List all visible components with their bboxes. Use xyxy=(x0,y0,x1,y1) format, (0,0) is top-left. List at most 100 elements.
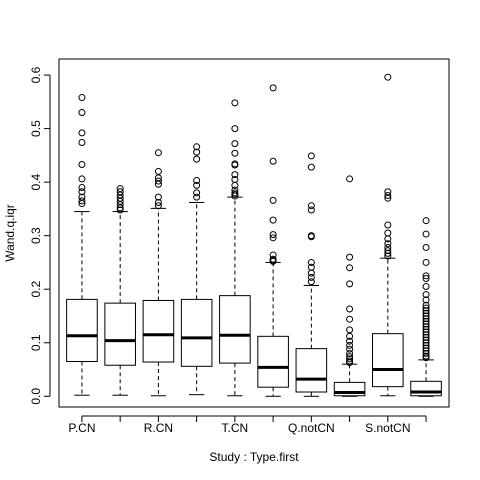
box-group-4 xyxy=(180,143,213,396)
outlier-point xyxy=(231,171,239,179)
outlier-point xyxy=(307,269,315,277)
outlier-point xyxy=(78,183,86,191)
outlier-point xyxy=(346,359,354,367)
outlier-point xyxy=(154,177,162,185)
outlier-point xyxy=(422,323,430,331)
iqr-box xyxy=(142,299,175,363)
iqr-box xyxy=(295,348,328,393)
box-group-10 xyxy=(410,217,442,397)
outlier-point xyxy=(193,193,201,201)
outlier-point xyxy=(422,344,430,352)
outlier-point xyxy=(78,139,86,147)
outlier-point xyxy=(269,257,277,265)
outlier-point xyxy=(78,200,86,208)
outlier-point xyxy=(78,160,86,168)
outlier-point xyxy=(346,305,354,313)
iqr-box xyxy=(104,302,136,366)
x-tick-label: S.notCN xyxy=(365,421,410,435)
outlier-point xyxy=(422,312,430,320)
y-tick-label: 0.5 xyxy=(29,120,43,137)
x-tick-label: P.CN xyxy=(68,421,95,435)
box-group-7 xyxy=(295,152,328,397)
outlier-point xyxy=(422,283,430,291)
y-tick-label: 0.0 xyxy=(29,388,43,405)
y-tick-label: 0.3 xyxy=(29,227,43,244)
iqr-box xyxy=(66,298,98,362)
outlier-point xyxy=(384,194,392,202)
iqr-box xyxy=(180,298,213,367)
iqr-box xyxy=(257,335,289,388)
outlier-point xyxy=(346,280,354,288)
outlier-point xyxy=(78,188,86,196)
outlier-point xyxy=(422,349,430,357)
outlier-point xyxy=(269,231,277,239)
outlier-point xyxy=(384,247,392,255)
box-group-9 xyxy=(372,73,404,397)
outlier-point xyxy=(269,157,277,165)
box-group-3 xyxy=(142,149,175,397)
iqr-box xyxy=(410,380,442,397)
outlier-point xyxy=(307,233,315,241)
outlier-point xyxy=(231,149,239,157)
outlier-point xyxy=(78,175,86,183)
outlier-point xyxy=(384,192,392,200)
outlier-point xyxy=(307,152,315,160)
outlier-point xyxy=(422,339,430,347)
outlier-point xyxy=(154,180,162,188)
outlier-point xyxy=(154,193,162,201)
outlier-point xyxy=(193,181,201,189)
outlier-point xyxy=(346,264,354,272)
outlier-point xyxy=(422,272,430,280)
outlier-point xyxy=(231,125,239,133)
outlier-point xyxy=(422,331,430,339)
outlier-point xyxy=(422,354,430,362)
outlier-point xyxy=(384,235,392,243)
outlier-point xyxy=(154,198,162,206)
outlier-point xyxy=(422,301,430,309)
outlier-point xyxy=(422,230,430,238)
outlier-point xyxy=(307,206,315,214)
outlier-point xyxy=(346,341,354,349)
outlier-point xyxy=(231,181,239,189)
outlier-point xyxy=(116,204,124,212)
outlier-point xyxy=(422,243,430,251)
outlier-point xyxy=(384,252,392,260)
box-group-5 xyxy=(219,99,251,397)
iqr-box xyxy=(372,333,404,388)
outlier-point xyxy=(307,163,315,171)
outlier-point xyxy=(422,336,430,344)
outlier-point xyxy=(307,273,315,281)
outlier-point xyxy=(422,291,430,299)
outlier-point xyxy=(422,307,430,315)
box-group-6 xyxy=(257,84,289,397)
outlier-point xyxy=(269,234,277,242)
x-axis: P.CN R.CN T.CN Q.notCN S.notCN xyxy=(68,415,427,435)
chart-marks xyxy=(66,73,442,397)
outlier-point xyxy=(78,197,86,205)
outlier-point xyxy=(269,216,277,224)
outlier-point xyxy=(193,143,201,151)
outlier-point xyxy=(422,296,430,304)
outlier-point xyxy=(193,177,201,185)
outlier-point xyxy=(346,175,354,183)
outlier-point xyxy=(422,333,430,341)
outlier-point xyxy=(422,320,430,328)
outlier-point xyxy=(231,140,239,148)
outlier-point xyxy=(422,315,430,323)
outlier-point xyxy=(269,84,277,92)
outlier-point xyxy=(193,189,201,197)
x-tick-label: Q.notCN xyxy=(288,421,335,435)
outlier-point xyxy=(78,94,86,102)
plot-frame xyxy=(58,58,450,408)
outlier-point xyxy=(422,258,430,266)
outlier-point xyxy=(422,328,430,336)
outlier-point xyxy=(307,258,315,266)
box-group-2 xyxy=(104,185,136,396)
outlier-point xyxy=(193,148,201,156)
y-axis: 0.0 0.1 0.2 0.3 0.4 0.5 0.6 xyxy=(29,66,51,405)
outlier-point xyxy=(422,325,430,333)
outlier-point xyxy=(78,129,86,137)
outlier-point xyxy=(346,355,354,363)
box-group-1 xyxy=(66,94,98,396)
outlier-point xyxy=(346,349,354,357)
